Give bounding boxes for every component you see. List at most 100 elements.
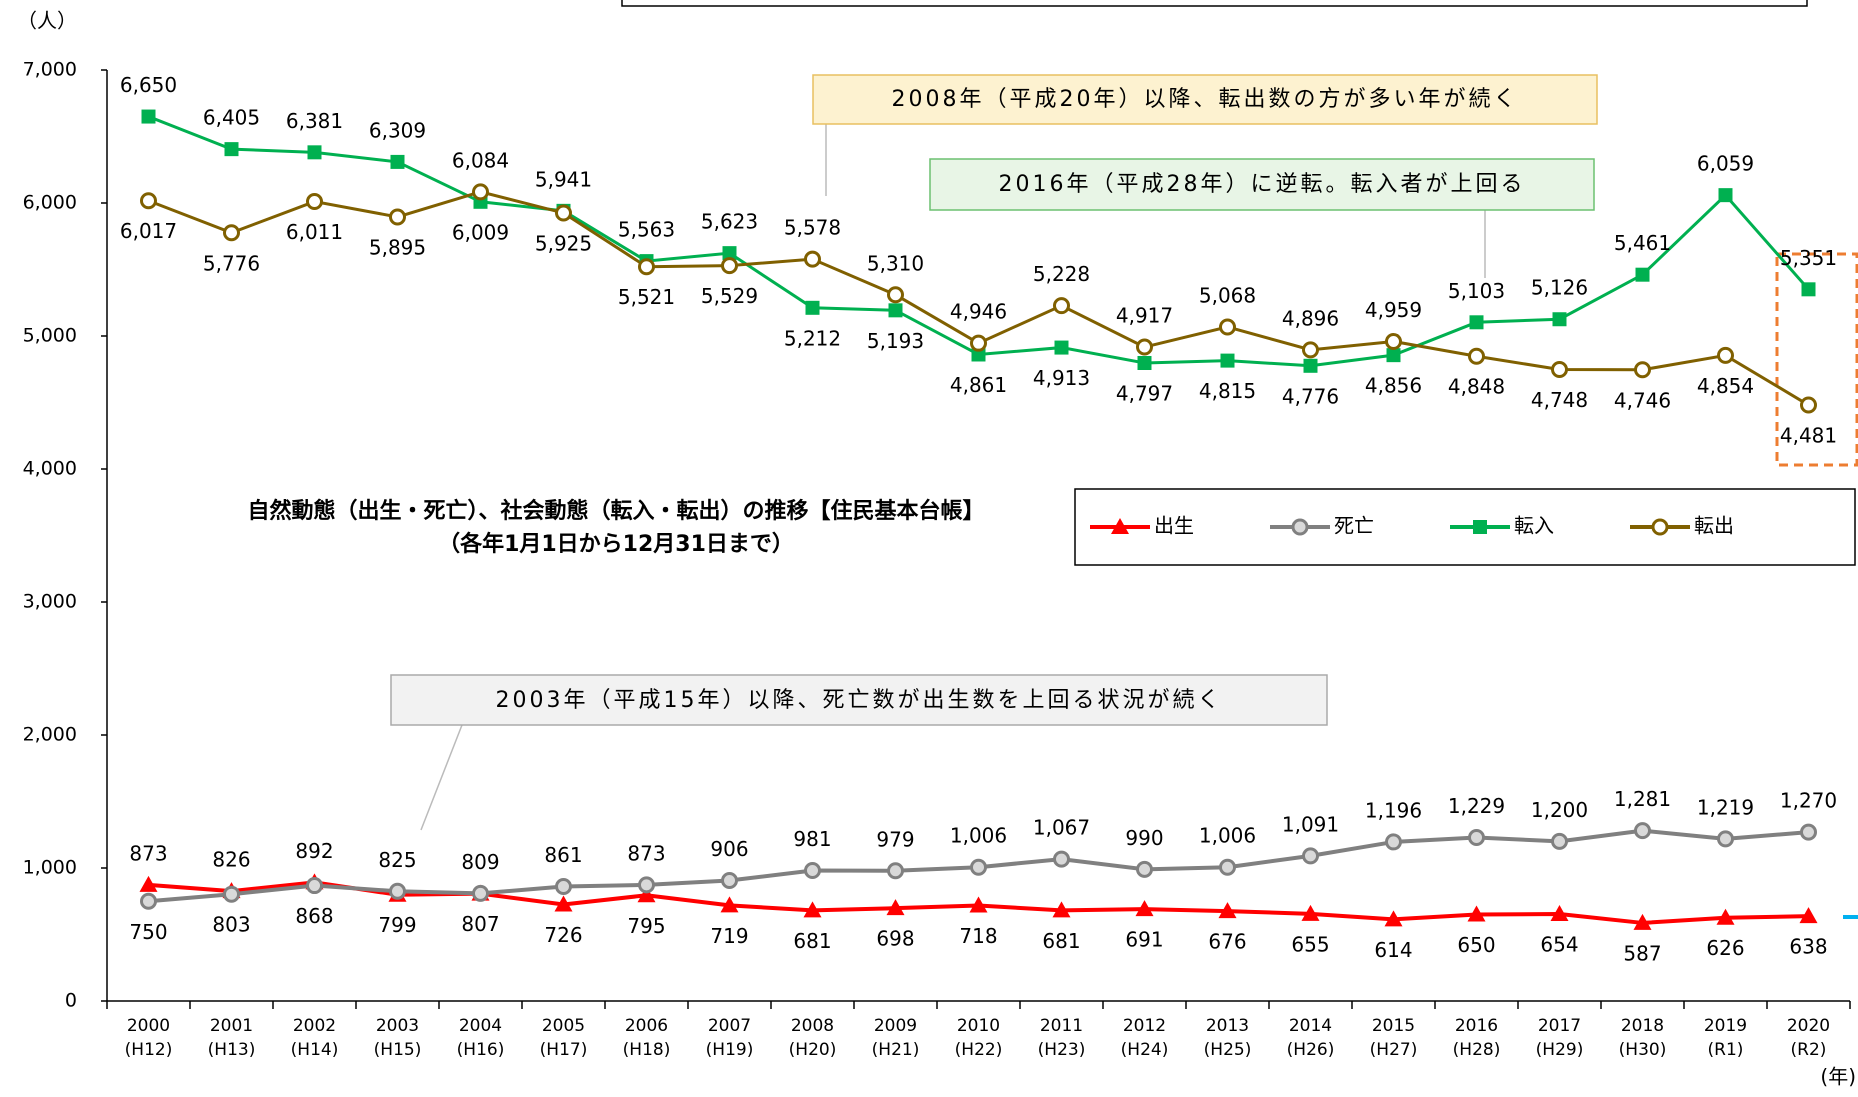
data-point (970, 334, 987, 352)
data-label: 719 (710, 924, 748, 948)
y-tick-label: 7,000 (23, 59, 77, 81)
data-label: 5,776 (203, 251, 260, 275)
data-label: 750 (129, 920, 167, 944)
data-label: 654 (1540, 933, 1578, 957)
data-point (1468, 347, 1485, 365)
x-tick-label: 2002 (293, 1016, 336, 1036)
data-label: 4,746 (1614, 388, 1671, 412)
data-point (1219, 858, 1236, 876)
callout-text: 2016年（平成28年）に逆転。転入者が上回る (999, 172, 1526, 197)
data-point (1634, 361, 1651, 379)
data-label: 873 (627, 841, 665, 865)
x-tick-label: 2012 (1123, 1016, 1166, 1036)
x-axis-unit: (年) (1820, 1065, 1856, 1089)
x-tick-label: 2000 (127, 1016, 170, 1036)
data-label: 681 (1042, 929, 1080, 953)
x-tick-label: 2016 (1455, 1016, 1498, 1036)
x-tick-sublabel: (H18) (623, 1040, 671, 1060)
data-point (1385, 833, 1402, 851)
data-point (140, 892, 157, 910)
data-label: 1,091 (1282, 812, 1339, 836)
data-point (721, 872, 738, 890)
data-point (1137, 355, 1152, 370)
data-label: 587 (1623, 941, 1661, 965)
x-tick-sublabel: (R2) (1791, 1040, 1827, 1060)
x-tick-label: 2014 (1289, 1016, 1332, 1036)
callout-box (812, 74, 1598, 125)
data-label: 5,310 (867, 251, 924, 275)
data-label: 906 (710, 837, 748, 861)
data-label: 826 (212, 848, 250, 872)
x-tick-sublabel: (H26) (1287, 1040, 1335, 1060)
data-label: 4,913 (1033, 366, 1090, 390)
data-label: 892 (295, 839, 333, 863)
x-tick-sublabel: (H13) (208, 1040, 256, 1060)
chart-title: 自然動態（出生・死亡）、社会動態（転入・転出）の推移【住民基本台帳】 (247, 498, 984, 524)
data-point (805, 300, 820, 315)
x-tick-sublabel: (H28) (1453, 1040, 1501, 1060)
data-point (306, 877, 323, 895)
x-tick-label: 2003 (376, 1016, 419, 1036)
data-label: 4,959 (1365, 298, 1422, 322)
x-tick-label: 2013 (1206, 1016, 1249, 1036)
data-label: 5,578 (784, 216, 841, 240)
data-point (1551, 832, 1568, 850)
x-tick-sublabel: (H14) (291, 1040, 339, 1060)
data-label: 5,212 (784, 326, 841, 350)
data-point (1302, 341, 1319, 359)
data-point (969, 896, 988, 913)
x-tick-sublabel: (H22) (955, 1040, 1003, 1060)
top-frame (621, 0, 1808, 7)
data-label: 1,281 (1614, 787, 1671, 811)
data-label: 5,193 (867, 329, 924, 353)
data-label: 6,009 (452, 220, 509, 244)
y-tick-label: 2,000 (23, 724, 77, 746)
data-label: 6,650 (120, 73, 177, 97)
data-label: 698 (876, 927, 914, 951)
data-point (1052, 901, 1071, 918)
data-point (1468, 829, 1485, 847)
y-axis-unit: （人） (17, 9, 77, 33)
data-label: 5,103 (1448, 279, 1505, 303)
data-point (722, 246, 737, 261)
x-tick-label: 2018 (1621, 1016, 1664, 1036)
y-tick-label: 6,000 (23, 192, 77, 214)
data-point (141, 109, 156, 124)
legend-marker (1291, 518, 1309, 536)
legend-label: 死亡 (1334, 514, 1374, 538)
data-label: 873 (129, 841, 167, 865)
data-label: 979 (876, 827, 914, 851)
data-point (971, 347, 986, 362)
data-point (1550, 905, 1569, 922)
data-point (1717, 830, 1734, 848)
x-tick-label: 2009 (874, 1016, 917, 1036)
data-point (1136, 860, 1153, 878)
x-tick-label: 2015 (1372, 1016, 1415, 1036)
data-point (1800, 396, 1817, 414)
data-label: 676 (1208, 930, 1246, 954)
x-tick-sublabel: (H30) (1619, 1040, 1667, 1060)
data-label: 5,351 (1780, 246, 1837, 270)
data-point (804, 250, 821, 268)
callout-text: 2008年（平成20年）以降、転出数の方が多い年が続く (892, 87, 1519, 112)
callout-text: 2003年（平成15年）以降、死亡数が出生数を上回る状況が続く (496, 688, 1223, 713)
data-label: 638 (1789, 935, 1827, 959)
data-point (1135, 900, 1154, 917)
data-point (223, 224, 240, 242)
legend-marker (1111, 518, 1129, 534)
data-label: 1,229 (1448, 794, 1505, 818)
data-label: 1,219 (1697, 795, 1754, 819)
data-label: 6,011 (286, 220, 343, 244)
data-label: 4,861 (950, 373, 1007, 397)
data-point (1220, 353, 1235, 368)
data-point (390, 154, 405, 169)
callout-box (390, 674, 1328, 726)
data-point (1801, 282, 1816, 297)
data-label: 4,776 (1282, 384, 1339, 408)
data-point (1716, 908, 1735, 925)
legend-label: 転出 (1694, 514, 1734, 538)
x-tick-sublabel: (H21) (872, 1040, 920, 1060)
data-label: 5,529 (701, 284, 758, 308)
data-label: 4,815 (1199, 379, 1256, 403)
